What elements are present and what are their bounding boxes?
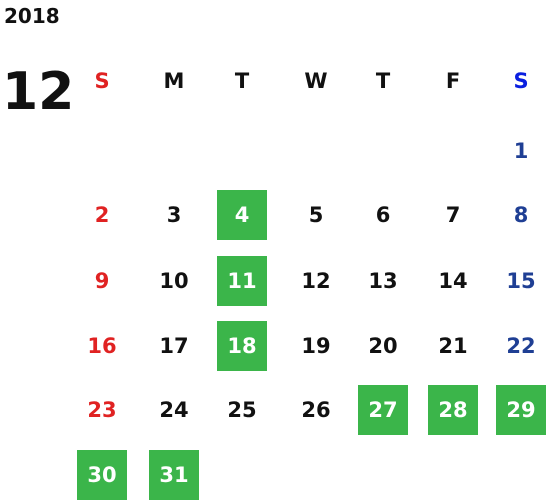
day: 20 [368,334,398,358]
day: 13 [368,269,398,293]
weekday-header: S [513,69,529,93]
month: 12 [2,62,75,122]
highlighted-day: 30 [77,450,127,500]
weekday-header: W [304,69,328,93]
weekday-header: T [234,69,250,93]
day: 10 [159,269,189,293]
day: 14 [438,269,468,293]
highlighted-day: 28 [428,385,478,435]
day: 26 [301,398,331,422]
weekday-header: F [445,69,461,93]
highlighted-day: 29 [496,385,546,435]
year: 2018 [4,4,60,28]
day: 8 [513,203,529,227]
day: 12 [301,269,331,293]
highlighted-day: 11 [217,256,267,306]
weekday-header: S [94,69,110,93]
day: 22 [506,334,536,358]
day: 9 [94,269,110,293]
day: 16 [87,334,117,358]
highlighted-day: 31 [149,450,199,500]
day: 23 [87,398,117,422]
day: 15 [506,269,536,293]
highlighted-day: 27 [358,385,408,435]
day: 21 [438,334,468,358]
weekday-header: T [375,69,391,93]
highlighted-day: 4 [217,190,267,240]
day: 19 [301,334,331,358]
day: 17 [159,334,189,358]
day: 3 [166,203,182,227]
day: 24 [159,398,189,422]
day: 25 [227,398,257,422]
weekday-header: M [163,69,185,93]
day: 7 [445,203,461,227]
day: 2 [94,203,110,227]
day: 1 [513,139,529,163]
highlighted-day: 18 [217,321,267,371]
day: 5 [308,203,324,227]
day: 6 [375,203,391,227]
